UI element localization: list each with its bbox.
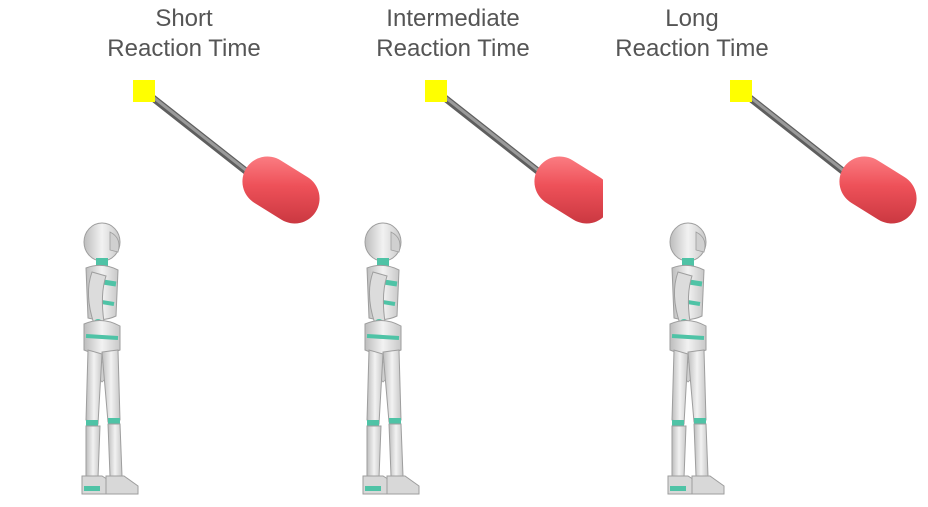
panel-title: Long Reaction Time (542, 4, 842, 64)
robot-figure (82, 223, 138, 494)
robot-figure (363, 223, 419, 494)
panel-title: Short Reaction Time (34, 4, 334, 64)
scene (34, 0, 334, 507)
panel-short: Short Reaction Time (34, 0, 334, 507)
title-line2: Reaction Time (615, 35, 769, 62)
title-line2: Reaction Time (376, 35, 530, 62)
panel-long: Long Reaction Time (542, 0, 842, 507)
panel-intermediate: Intermediate Reaction Time (303, 0, 603, 507)
title-line2: Reaction Time (107, 35, 261, 62)
robot-figure (668, 223, 724, 494)
pendulum (730, 80, 926, 233)
title-line1: Long (665, 5, 719, 32)
title-line1: Short (155, 5, 213, 32)
pendulum (133, 80, 329, 233)
scene (542, 0, 928, 507)
panel-title: Intermediate Reaction Time (303, 4, 603, 64)
title-line1: Intermediate (386, 5, 520, 32)
